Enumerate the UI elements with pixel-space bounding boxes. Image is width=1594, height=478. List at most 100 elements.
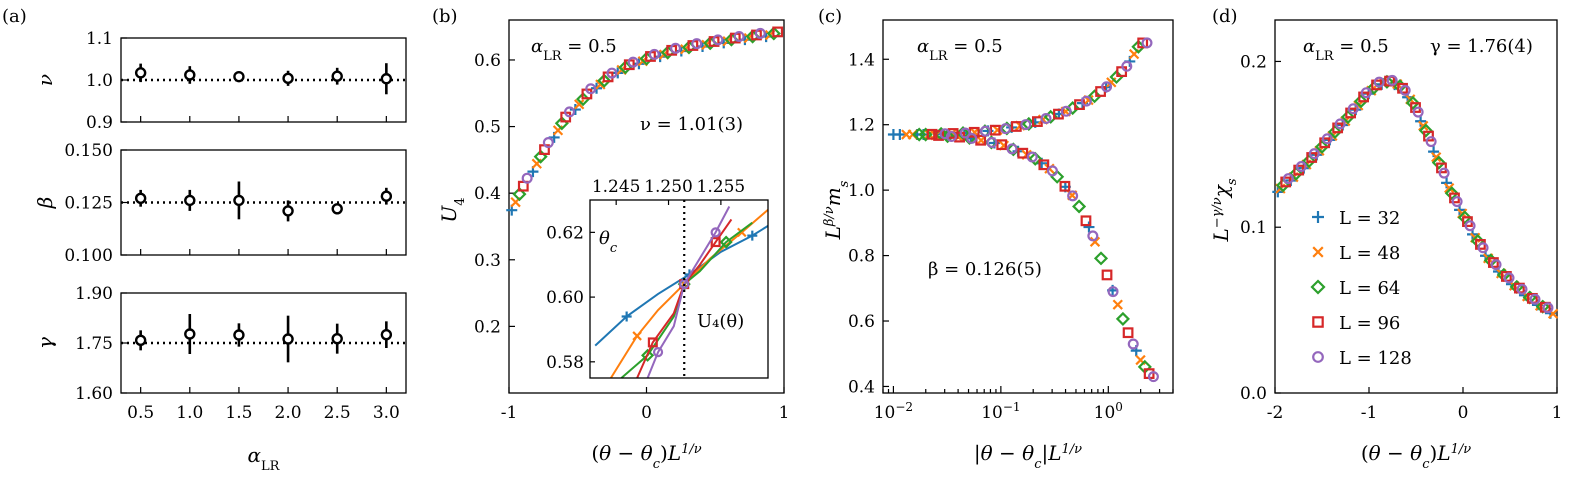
inset-point-4	[652, 347, 664, 358]
upper-point-l=128	[1060, 105, 1072, 117]
data-point-l=32	[569, 104, 581, 116]
upper-point-l=128	[1101, 81, 1113, 93]
data-point-l=64	[1444, 186, 1459, 201]
x-axis-label-part: 1/ν	[1451, 442, 1472, 457]
y-tick-label: 1.1	[86, 29, 113, 49]
y-tick-label: 1.2	[848, 116, 875, 136]
y-axis-label: Lβ/νms	[821, 180, 852, 240]
x-axis-label-part: (	[591, 441, 599, 465]
upper-point-l=128	[1020, 119, 1032, 131]
y-axis-label-part: β	[33, 197, 57, 210]
upper-point-l=64	[1087, 89, 1102, 104]
legend-label-3: L = 96	[1339, 313, 1400, 334]
inset-point-3	[710, 237, 721, 248]
data-point	[184, 194, 196, 207]
panel-a: 0.9 1.0 1.1 ν 0.100 0.125 0.150 β 1.60 1.75 1.90 γ 0…	[33, 29, 407, 474]
data-point-l=128	[1516, 283, 1528, 295]
y-tick-label: 0.2	[1240, 52, 1267, 72]
data-point-l=128	[585, 83, 597, 95]
y-axis-label-part: γ	[33, 337, 57, 349]
lower-point-l=128	[1107, 286, 1119, 298]
x-axis-label-part: 1/ν	[681, 442, 702, 457]
lower-point-l=96	[996, 139, 1008, 151]
alpha-annotation: αLR = 0.5	[1303, 36, 1389, 64]
legend-label-2: L = 64	[1339, 278, 1400, 299]
x-tick-exp: −1	[1003, 400, 1021, 414]
theta-c-label-part: c	[610, 241, 618, 256]
x-tick-label: 1.5	[225, 403, 252, 423]
lower-point-l=64	[1028, 151, 1043, 166]
upper-point-l=128	[1121, 60, 1133, 72]
inset-point-2	[641, 348, 655, 362]
y-axis-label-part: L	[821, 226, 845, 240]
x-axis-label-part: L	[1047, 441, 1061, 465]
y-tick-label: 0.4	[848, 377, 875, 397]
upper-point-l=128	[1040, 113, 1052, 125]
x-axis-label-part: 1/ν	[1062, 442, 1083, 457]
x-axis-label-part: c	[1422, 457, 1430, 472]
x-tick-label: 0.5	[127, 403, 154, 423]
inset-point-4	[679, 279, 690, 290]
lower-point-l=128	[1026, 151, 1038, 163]
data-point-l=128	[1438, 167, 1450, 179]
data-point-l=128	[1360, 87, 1372, 99]
data-point-l=64	[1418, 123, 1433, 138]
legend-label-1: L = 48	[1339, 243, 1400, 264]
lower-point-l=128	[1087, 230, 1099, 242]
data-point-l=64	[1301, 153, 1317, 169]
data-point-l=64	[1314, 139, 1330, 154]
y-tick-label: 0.9	[86, 113, 113, 133]
upper-point-l=128	[959, 127, 971, 139]
alpha-annotation: αLR = 0.5	[531, 36, 617, 64]
data-point-l=48	[1444, 182, 1455, 194]
data-point-l=128	[1386, 74, 1398, 86]
y-tick-label: 0.0	[1240, 384, 1267, 404]
data-point	[184, 328, 196, 340]
data-point	[134, 67, 147, 79]
x-tick-label: 0	[641, 403, 652, 423]
beta-annotation: β = 0.126(5)	[928, 259, 1042, 280]
upper-point-l=128	[1141, 37, 1153, 49]
alpha-annotation-part: α	[1303, 36, 1315, 57]
y-axis-label-part: U	[437, 205, 461, 223]
data-point-l=128	[691, 38, 703, 50]
lower-point-l=64	[1115, 311, 1130, 326]
x-tick-label: -1	[1361, 403, 1378, 423]
lower-point-l=128	[1147, 371, 1159, 383]
data-point	[331, 70, 343, 82]
y-axis-label: β	[33, 197, 57, 210]
lower-point-l=64	[1072, 199, 1087, 214]
alpha-annotation-part: α	[531, 36, 543, 57]
inset-point-4	[710, 227, 721, 238]
data-point-l=64	[1353, 94, 1369, 109]
upper-point-l=96	[989, 124, 1001, 136]
lower-point-l=32	[1083, 221, 1095, 233]
legend-marker-2	[1310, 279, 1326, 295]
y-tick-label: 1.60	[75, 384, 113, 404]
data-point-l=128	[1464, 220, 1476, 232]
upper-point-l=128	[939, 128, 951, 140]
x-tick-base: 10	[981, 403, 1003, 423]
x-axis-label-part: L	[1436, 441, 1450, 465]
data-point-l=128	[1295, 161, 1307, 173]
upper-point-l=96	[926, 128, 938, 140]
lower-point-l=32	[894, 129, 906, 141]
inset-x-tick-label: 1.255	[697, 177, 746, 197]
y-tick-label: 1.75	[75, 334, 113, 354]
data-point-l=64	[1327, 124, 1343, 139]
data-point-l=64	[1289, 166, 1304, 181]
data-point-l=128	[733, 31, 745, 43]
x-axis-label-part: θ	[1410, 441, 1422, 465]
data-point-l=128	[1347, 103, 1359, 115]
x-tick-label: 1.0	[176, 403, 203, 423]
lower-point-l=48	[1112, 299, 1123, 310]
data-point	[331, 203, 343, 215]
x-tick-label: -2	[1267, 403, 1284, 423]
x-axis-label-part: θ	[1369, 441, 1381, 465]
alpha-annotation-part: LR	[543, 49, 563, 64]
data-point-l=128	[1308, 148, 1320, 160]
nu-annotation: ν = 1.01(3)	[640, 114, 743, 135]
y-axis-label-part: −γ/ν	[1210, 197, 1225, 228]
